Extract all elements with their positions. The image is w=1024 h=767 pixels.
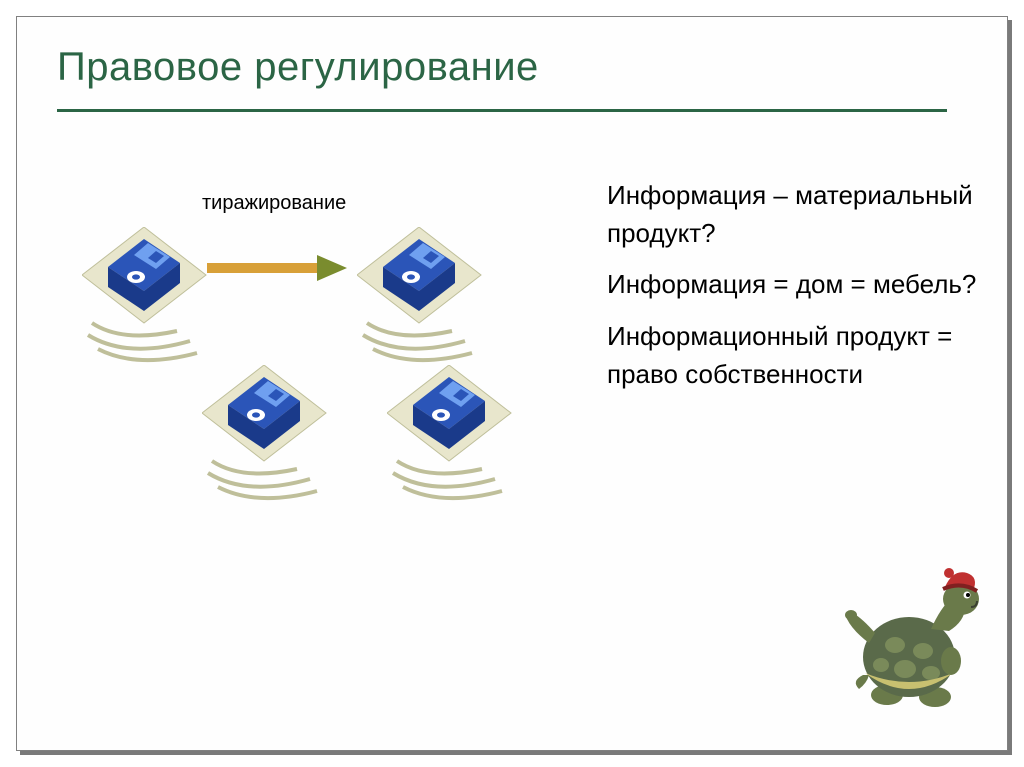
floppy-icon <box>387 365 547 520</box>
body-line-2: Информация = дом = мебель? <box>607 266 977 304</box>
page-title: Правовое регулирование <box>57 45 539 90</box>
title-underline <box>57 109 947 112</box>
body-line-3: Информационный продукт = право собственн… <box>607 318 977 393</box>
turtle-icon <box>845 557 995 722</box>
slide: Правовое регулирование тиражирование <box>0 0 1024 767</box>
floppy-icon <box>82 227 242 382</box>
body-text: Информация – материальный продукт? Инфор… <box>607 177 977 407</box>
body-line-1: Информация – материальный продукт? <box>607 177 977 252</box>
arrow-label: тиражирование <box>202 192 346 215</box>
floppy-icon <box>357 227 517 382</box>
floppy-icon <box>202 365 362 520</box>
slide-frame: Правовое регулирование тиражирование <box>16 16 1008 751</box>
